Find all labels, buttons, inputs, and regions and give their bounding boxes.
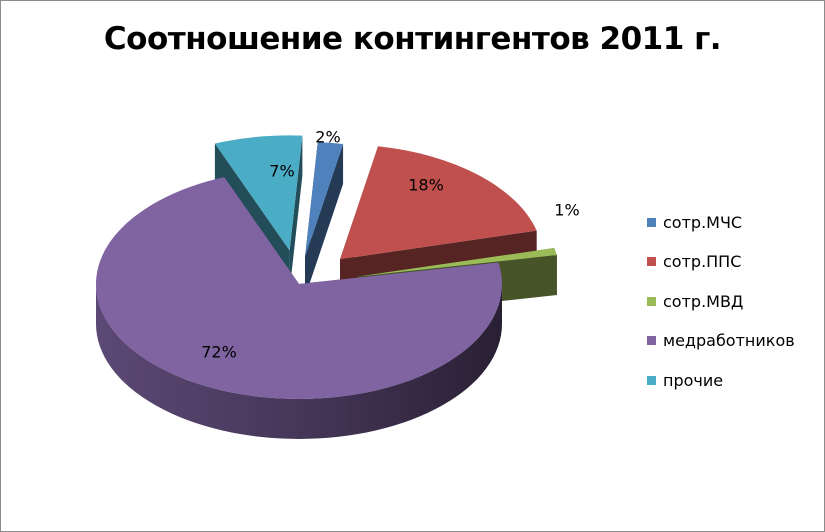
pie-face-сотр-мчс (305, 144, 344, 298)
legend-label: сотр.ППС (663, 252, 742, 271)
chart-title: Соотношение контингентов 2011 г. (103, 21, 722, 57)
pie-slice-прочие (214, 135, 303, 251)
pie-slice-сотр-мчс (305, 142, 344, 258)
data-label-прочие: 7% (269, 162, 294, 181)
legend-item-сотр-ппс: сотр.ППС (647, 252, 795, 272)
pie-slice-сотр-мвд (357, 247, 557, 277)
legend-label: сотр.МВД (663, 291, 744, 311)
legend-swatch (647, 217, 656, 227)
legend-item-сотр-мчс: сотр.МЧС (647, 212, 795, 232)
legend-swatch (647, 375, 656, 385)
pie-slice-медработников (95, 177, 503, 400)
legend-item-прочие: прочие (647, 370, 795, 390)
pie-slice-сотр-ппс (340, 146, 537, 260)
legend-item-медработников: медработников (647, 331, 795, 351)
legend-swatch (647, 336, 656, 345)
pie-face-прочие (289, 135, 303, 291)
legend: сотр.МЧС сотр.ППС сотр.МВД медработников про… (647, 212, 795, 410)
pie-side-медработников (96, 284, 502, 439)
data-label-сотр-ппс: 18% (408, 176, 444, 195)
data-label-сотр-мвд: 1% (554, 201, 579, 220)
data-label-медработников: 72% (201, 343, 237, 362)
legend-item-сотр-мвд: сотр.МВД (647, 291, 795, 311)
legend-label: сотр.МЧС (663, 212, 743, 232)
legend-swatch (647, 257, 656, 266)
legend-swatch (647, 296, 656, 306)
legend-label: прочие (663, 370, 724, 390)
legend-label: медработников (663, 331, 795, 350)
data-label-сотр-мчс: 2% (315, 128, 340, 147)
